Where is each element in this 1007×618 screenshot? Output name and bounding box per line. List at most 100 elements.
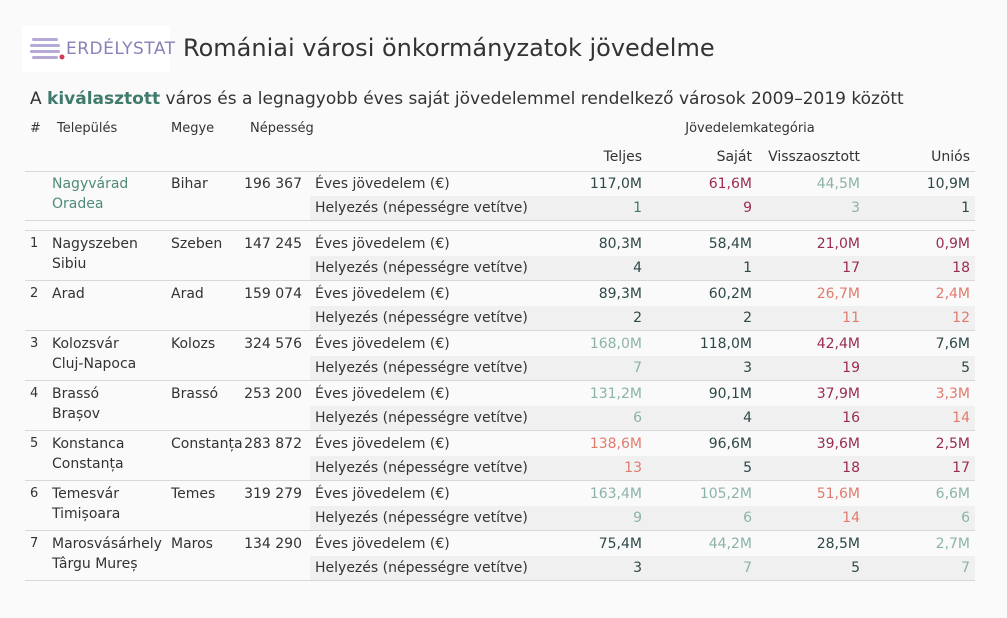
population: 253 200 (244, 386, 302, 402)
divider (25, 220, 975, 221)
divider (25, 580, 975, 581)
column-header: Népesség (250, 121, 314, 136)
metric-label: Helyezés (népességre vetítve) (315, 510, 528, 526)
city: Timișoara (52, 506, 121, 522)
title: Romániai városi önkormányzatok jövedelme (183, 34, 715, 62)
subtitle-part: A (30, 89, 48, 109)
city: Temesvár (52, 486, 119, 502)
rank: 1 (30, 236, 39, 251)
row-band (310, 356, 975, 380)
divider (25, 230, 975, 231)
population: 283 872 (244, 436, 302, 452)
row-band (310, 506, 975, 530)
city: Brassó (52, 386, 100, 402)
county: Kolozs (171, 336, 216, 352)
category-header: Uniós (931, 149, 970, 165)
city: Constanța (52, 456, 124, 472)
income-value: 105,2M (699, 486, 752, 502)
divider (25, 280, 975, 281)
rank: 3 (30, 336, 39, 351)
income-value: 138,6M (589, 436, 642, 452)
rank-value: 4 (633, 260, 642, 276)
income-value: 7,6M (935, 336, 970, 352)
metric-label: Helyezés (népességre vetítve) (315, 310, 528, 326)
rank-value: 18 (952, 260, 970, 276)
city: Cluj-Napoca (52, 356, 137, 372)
city: Arad (52, 286, 85, 302)
row-band (310, 456, 975, 480)
metric-label: Éves jövedelem (€) (315, 236, 450, 252)
metric-label: Helyezés (népességre vetítve) (315, 260, 528, 276)
population: 319 279 (244, 486, 302, 502)
rank: 6 (30, 486, 39, 501)
rank-value: 6 (961, 510, 970, 526)
rank: 2 (30, 286, 39, 301)
rank-value: 17 (842, 260, 860, 276)
metric-label: Helyezés (népességre vetítve) (315, 360, 528, 376)
rank-value: 3 (851, 200, 860, 216)
income-value: 90,1M (708, 386, 752, 402)
category-header: Visszaosztott (768, 149, 860, 165)
rank-value: 5 (851, 560, 860, 576)
population: 147 245 (244, 236, 302, 252)
income-value: 21,0M (816, 236, 860, 252)
income-value: 117,0M (589, 176, 642, 192)
rank-value: 7 (633, 360, 642, 376)
income-value: 37,9M (816, 386, 860, 402)
income-value: 168,0M (589, 336, 642, 352)
city: Marosvásárhely (52, 536, 162, 552)
city: Konstanca (52, 436, 125, 452)
income-value: 131,2M (589, 386, 642, 402)
metric-label: Éves jövedelem (€) (315, 176, 450, 192)
county: Brassó (171, 386, 219, 402)
divider (25, 380, 975, 381)
logo-text: ERDÉLYSTAT (66, 39, 176, 59)
income-value: 118,0M (699, 336, 752, 352)
city: Brașov (52, 406, 101, 422)
county: Bihar (171, 176, 208, 192)
population: 196 367 (244, 176, 302, 192)
county: Arad (171, 286, 204, 302)
rank-value: 12 (952, 310, 970, 326)
rank-value: 3 (633, 560, 642, 576)
income-value: 163,4M (589, 486, 642, 502)
income-value: 80,3M (598, 236, 642, 252)
income-value: 6,6M (935, 486, 970, 502)
rank-value: 5 (961, 360, 970, 376)
metric-label: Helyezés (népességre vetítve) (315, 560, 528, 576)
rank-value: 2 (743, 310, 752, 326)
divider (25, 330, 975, 331)
income-value: 61,6M (708, 176, 752, 192)
county: Constanța (171, 436, 243, 452)
rank-value: 5 (743, 460, 752, 476)
row-band (310, 196, 975, 220)
row-band (310, 306, 975, 330)
metric-label: Éves jövedelem (€) (315, 386, 450, 402)
metric-label: Éves jövedelem (€) (315, 486, 450, 502)
county: Szeben (171, 236, 223, 252)
rank-value: 9 (743, 200, 752, 216)
rank: 5 (30, 436, 39, 451)
rank-value: 18 (842, 460, 860, 476)
income-value: 58,4M (708, 236, 752, 252)
subtitle-part: város és a legnagyobb éves saját jövedel… (160, 89, 904, 109)
metric-label: Éves jövedelem (€) (315, 436, 450, 452)
metric-label: Helyezés (népességre vetítve) (315, 410, 528, 426)
rank-value: 19 (842, 360, 860, 376)
rank-value: 1 (743, 260, 752, 276)
rank-value: 13 (624, 460, 642, 476)
population: 324 576 (244, 336, 302, 352)
column-header: Megye (171, 121, 215, 136)
income-value: 44,5M (816, 176, 860, 192)
row-band (310, 406, 975, 430)
rank-value: 14 (842, 510, 860, 526)
population: 159 074 (244, 286, 302, 302)
rank-value: 6 (633, 410, 642, 426)
divider (25, 480, 975, 481)
rank-value: 1 (633, 200, 642, 216)
city: Oradea (52, 196, 104, 212)
divider (25, 430, 975, 431)
rank-value: 9 (633, 510, 642, 526)
rank-value: 14 (952, 410, 970, 426)
category-header: Teljes (603, 149, 642, 165)
